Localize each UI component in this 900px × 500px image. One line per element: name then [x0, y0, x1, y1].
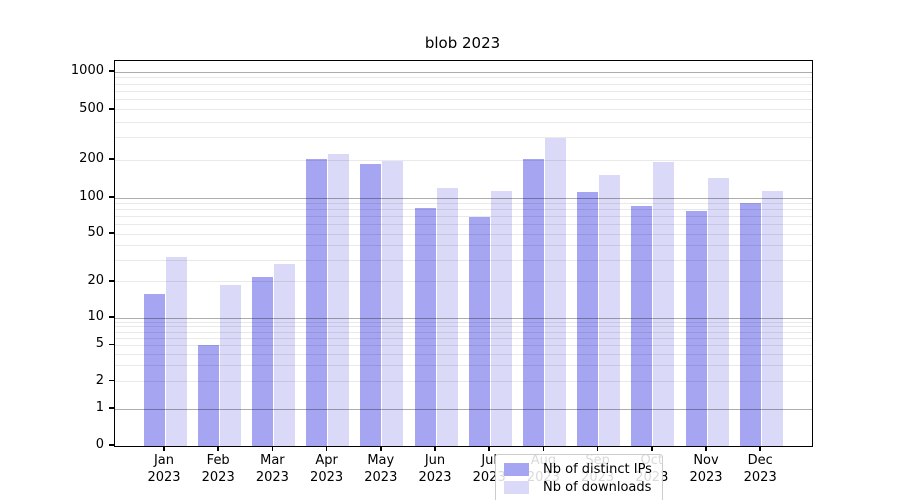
y-tick-mark — [109, 280, 114, 282]
bar-distinct-ips — [631, 205, 653, 446]
y-tick-label-200: 200 — [79, 151, 104, 167]
x-tick-mark — [542, 446, 545, 451]
x-tick-mark — [217, 446, 219, 451]
x-tick-mark — [705, 446, 707, 451]
bar-downloads — [707, 178, 729, 446]
y-tick-label-5: 5 — [95, 336, 104, 352]
y-tick-label-500: 500 — [79, 100, 104, 116]
x-tick-label-mar: Mar 2023 — [255, 453, 289, 485]
x-tick-mark — [596, 446, 599, 451]
y-tick-mark — [109, 316, 114, 318]
x-tick-label-apr: Apr 2023 — [310, 453, 344, 485]
y-tick-label-1: 1 — [95, 400, 104, 415]
y-tick-mark — [109, 108, 114, 110]
legend-label: Nb of distinct IPs — [543, 462, 652, 477]
x-tick-mark — [434, 446, 436, 451]
bar-distinct-ips — [197, 345, 219, 446]
bar-downloads — [328, 153, 350, 446]
bar-distinct-ips — [143, 293, 165, 446]
legend-row: Nb of distinct IPs — [504, 461, 654, 478]
x-tick-label-nov: Nov 2023 — [689, 453, 723, 485]
bars-layer — [115, 61, 812, 446]
legend: Nb of distinct IPs Nb of downloads — [495, 454, 663, 500]
y-tick-mark — [109, 343, 114, 346]
bar-distinct-ips — [360, 163, 382, 446]
y-tick-label-1000: 1000 — [70, 63, 104, 78]
bar-downloads — [761, 190, 783, 446]
x-tick-mark — [759, 446, 761, 451]
bar-distinct-ips — [306, 159, 328, 446]
y-tick-label-10: 10 — [87, 309, 104, 324]
bar-downloads — [599, 175, 621, 446]
y-tick-mark — [109, 379, 114, 382]
bar-downloads — [490, 190, 512, 446]
y-tick-label-100: 100 — [79, 189, 104, 204]
y-tick-label-20: 20 — [87, 272, 104, 288]
legend-swatch-icon — [504, 463, 529, 476]
x-tick-mark — [651, 446, 653, 451]
x-tick-label-jun: Jun 2023 — [418, 453, 452, 485]
x-tick-mark — [325, 446, 328, 451]
chart-title: blob 2023 — [424, 34, 501, 52]
bar-downloads — [382, 161, 404, 446]
x-tick-label-feb: Feb 2023 — [201, 453, 235, 485]
y-tick-mark — [109, 444, 114, 446]
bar-downloads — [165, 257, 187, 446]
y-tick-label-0: 0 — [95, 437, 104, 452]
bar-distinct-ips — [522, 159, 544, 446]
bar-distinct-ips — [739, 202, 761, 446]
bar-downloads — [436, 187, 458, 446]
legend-label: Nb of downloads — [543, 480, 652, 495]
legend-swatch-icon — [504, 481, 529, 494]
x-tick-label-may: May 2023 — [364, 453, 398, 485]
y-tick-mark — [109, 232, 114, 234]
bar-distinct-ips — [251, 276, 273, 446]
x-tick-mark — [380, 446, 382, 451]
y-tick-mark — [109, 70, 114, 72]
y-tick-mark — [109, 407, 114, 409]
bar-distinct-ips — [414, 208, 436, 446]
plot-area: Nb of distinct IPs Nb of downloads — [114, 60, 813, 500]
bar-downloads — [544, 137, 566, 446]
y-tick-label-2: 2 — [95, 372, 104, 388]
x-tick-mark — [271, 446, 274, 451]
bar-distinct-ips — [468, 216, 490, 446]
bar-distinct-ips — [685, 210, 707, 446]
bar-downloads — [653, 162, 675, 446]
y-tick-mark — [109, 196, 114, 198]
y-tick-mark — [109, 158, 114, 160]
bar-downloads — [273, 264, 295, 446]
y-tick-label-50: 50 — [87, 225, 104, 241]
x-tick-label-jan: Jan 2023 — [147, 453, 181, 485]
legend-row: Nb of downloads — [504, 479, 654, 496]
x-tick-mark — [163, 446, 165, 451]
bar-distinct-ips — [577, 191, 599, 446]
x-tick-mark — [488, 446, 490, 451]
bar-downloads — [219, 284, 241, 446]
x-tick-label-dec: Dec 2023 — [743, 453, 777, 485]
